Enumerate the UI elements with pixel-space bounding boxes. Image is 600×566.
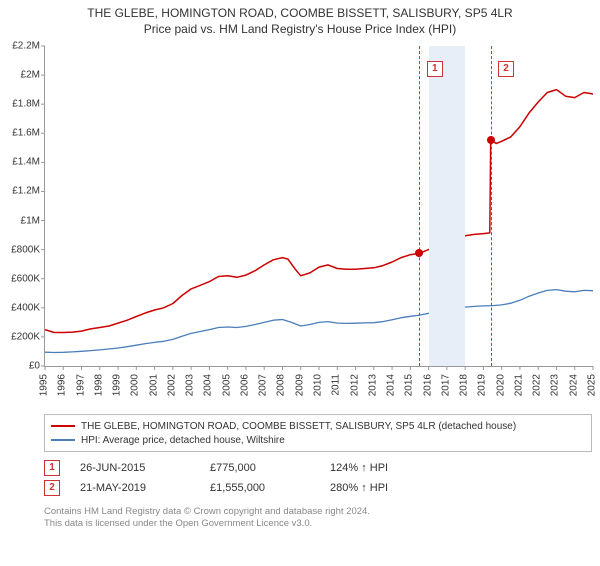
x-tick-label: 1996	[57, 374, 68, 396]
x-tick-label: 2002	[166, 374, 177, 396]
x-tick-label: 2017	[440, 374, 451, 396]
sale-row-date: 26-JUN-2015	[80, 462, 190, 474]
chart-title-address: THE GLEBE, HOMINGTON ROAD, COOMBE BISSET…	[0, 6, 600, 20]
x-tick-label: 2015	[404, 374, 415, 396]
x-tick-label: 2010	[313, 374, 324, 396]
sale-marker-label: 2	[498, 61, 514, 77]
sale-row-price: £775,000	[210, 462, 310, 474]
y-tick-label: £400K	[0, 302, 40, 313]
x-tick-label: 2020	[495, 374, 506, 396]
x-tick-label: 2016	[422, 374, 433, 396]
y-tick-label: £600K	[0, 273, 40, 284]
series-subject	[45, 90, 593, 333]
y-tick-label: £2M	[0, 70, 40, 81]
x-tick-label: 2008	[276, 374, 287, 396]
x-tick-label: 2021	[513, 374, 524, 396]
sale-row: 2 21-MAY-2019 £1,555,000 280% ↑ HPI	[44, 478, 592, 498]
x-tick-label: 2006	[239, 374, 250, 396]
y-tick-label: £1.8M	[0, 99, 40, 110]
x-tick-label: 2003	[185, 374, 196, 396]
sale-marker-label: 1	[427, 61, 443, 77]
legend: THE GLEBE, HOMINGTON ROAD, COOMBE BISSET…	[44, 414, 592, 452]
y-tick-label: £800K	[0, 244, 40, 255]
x-tick-label: 2013	[367, 374, 378, 396]
x-tick-label: 1995	[39, 374, 50, 396]
legend-item: HPI: Average price, detached house, Wilt…	[51, 433, 585, 447]
plot-area: 12	[44, 46, 593, 367]
sale-row-date: 21-MAY-2019	[80, 482, 190, 494]
x-tick-label: 1999	[112, 374, 123, 396]
legend-item: THE GLEBE, HOMINGTON ROAD, COOMBE BISSET…	[51, 419, 585, 433]
x-tick-label: 2018	[459, 374, 470, 396]
x-tick-label: 2014	[386, 374, 397, 396]
sale-row-marker: 1	[44, 460, 60, 476]
sale-point-dot	[487, 136, 495, 144]
sale-row-price: £1,555,000	[210, 482, 310, 494]
x-tick-label: 2019	[477, 374, 488, 396]
x-tick-label: 2022	[532, 374, 543, 396]
x-tick-label: 2023	[550, 374, 561, 396]
x-tick-label: 1998	[93, 374, 104, 396]
sale-point-dot	[415, 249, 423, 257]
x-tick-label: 2025	[587, 374, 598, 396]
sale-marker-line	[419, 46, 420, 366]
y-tick-label: £2.2M	[0, 41, 40, 52]
x-tick-label: 1997	[75, 374, 86, 396]
legend-text: THE GLEBE, HOMINGTON ROAD, COOMBE BISSET…	[81, 421, 516, 432]
chart-container: 12 £0£200K£400K£600K£800K£1M£1.2M£1.4M£1…	[0, 46, 600, 406]
y-tick-label: £200K	[0, 331, 40, 342]
y-tick-label: £1.2M	[0, 186, 40, 197]
x-tick-label: 2024	[568, 374, 579, 396]
chart-title-subtitle: Price paid vs. HM Land Registry's House …	[0, 22, 600, 36]
x-tick-label: 2007	[258, 374, 269, 396]
x-tick-label: 2009	[294, 374, 305, 396]
footnote-licence: This data is licensed under the Open Gov…	[44, 518, 592, 530]
x-tick-label: 2004	[203, 374, 214, 396]
x-tick-label: 2001	[148, 374, 159, 396]
y-tick-label: £0	[0, 361, 40, 372]
footnotes: Contains HM Land Registry data © Crown c…	[44, 506, 592, 531]
series-hpi	[45, 290, 593, 353]
y-tick-label: £1M	[0, 215, 40, 226]
chart-svg	[45, 46, 593, 366]
sale-row-marker: 2	[44, 480, 60, 496]
sales-table: 1 26-JUN-2015 £775,000 124% ↑ HPI 2 21-MAY-20…	[44, 458, 592, 498]
sale-row: 1 26-JUN-2015 £775,000 124% ↑ HPI	[44, 458, 592, 478]
x-tick-label: 2000	[130, 374, 141, 396]
sale-row-pct: 280% ↑ HPI	[330, 482, 450, 494]
y-tick-label: £1.4M	[0, 157, 40, 168]
y-tick-label: £1.6M	[0, 128, 40, 139]
footnote-copyright: Contains HM Land Registry data © Crown c…	[44, 506, 592, 518]
shaded-band	[429, 46, 466, 366]
sale-marker-line	[491, 46, 492, 366]
sale-row-pct: 124% ↑ HPI	[330, 462, 450, 474]
x-tick-label: 2012	[349, 374, 360, 396]
legend-text: HPI: Average price, detached house, Wilt…	[81, 435, 285, 446]
x-tick-label: 2005	[221, 374, 232, 396]
x-tick-label: 2011	[331, 374, 342, 396]
legend-swatch	[51, 425, 75, 427]
legend-swatch	[51, 439, 75, 441]
